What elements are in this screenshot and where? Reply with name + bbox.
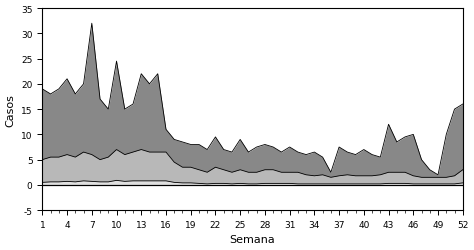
- Y-axis label: Casos: Casos: [6, 93, 16, 126]
- X-axis label: Semana: Semana: [230, 234, 275, 244]
